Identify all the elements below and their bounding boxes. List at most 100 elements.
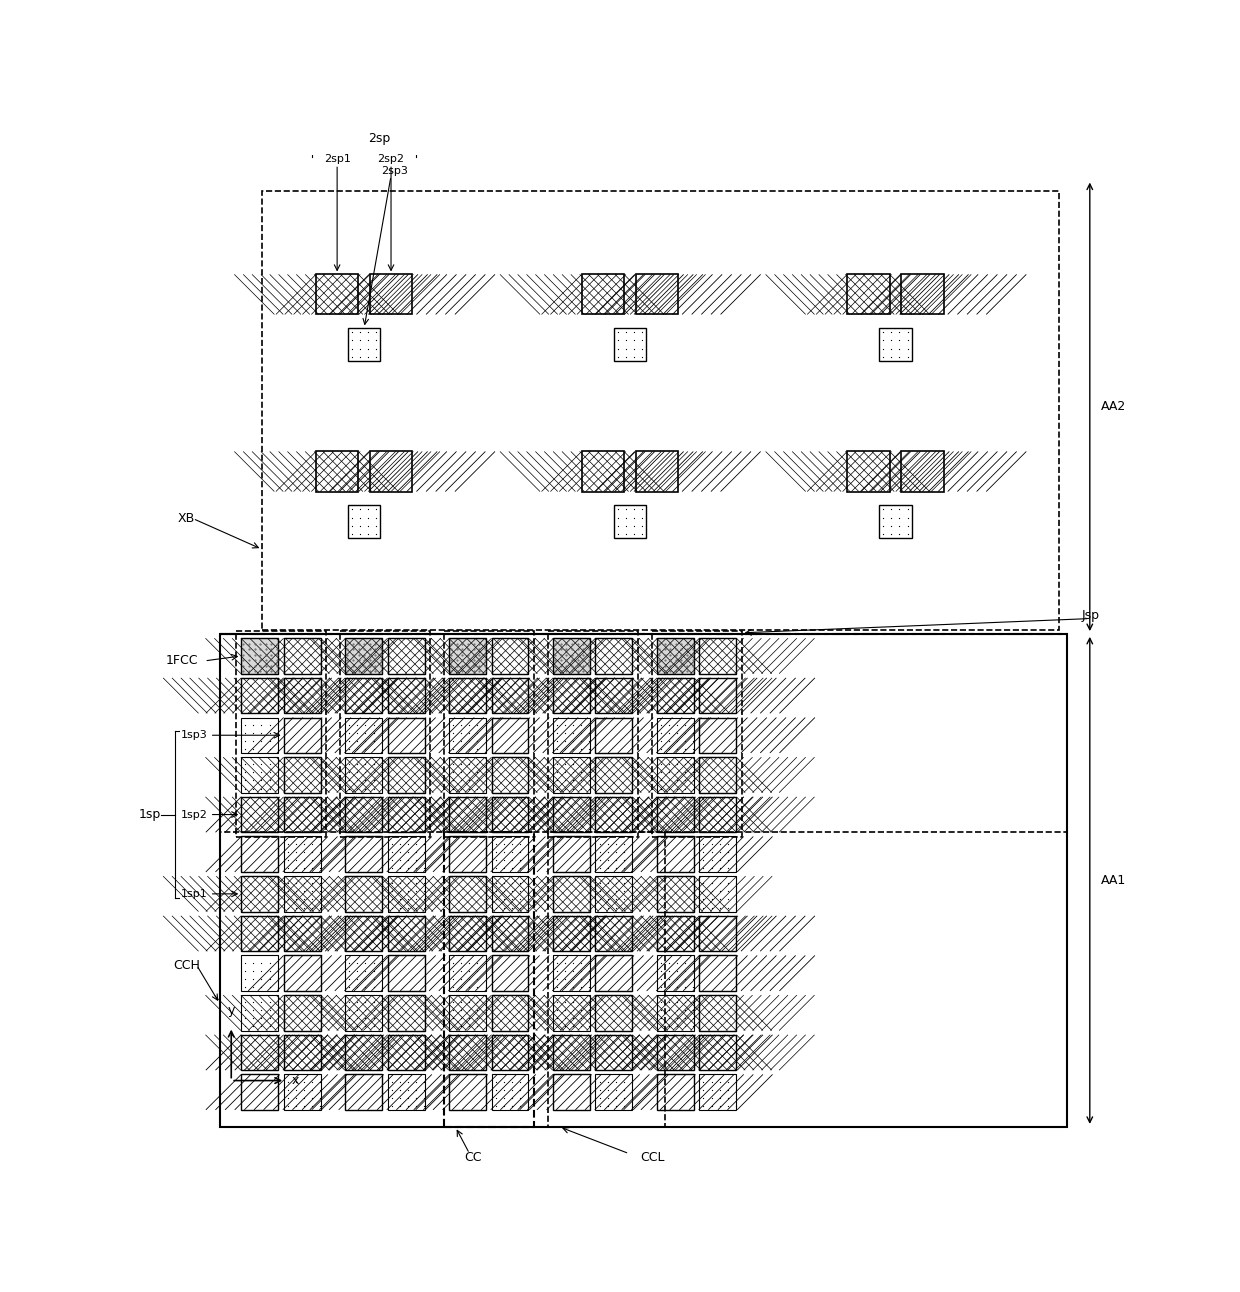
Bar [388, 717, 424, 753]
Bar [388, 876, 424, 912]
Bar [236, 632, 326, 837]
Bar [657, 836, 694, 872]
Bar [553, 638, 590, 673]
Text: AA2: AA2 [1101, 401, 1127, 413]
Bar [657, 956, 694, 991]
Bar [595, 916, 632, 951]
Bar [388, 797, 424, 832]
Bar [370, 451, 412, 491]
Bar [553, 678, 590, 713]
Bar [219, 832, 1066, 1127]
Bar [595, 638, 632, 673]
Text: 1sp1: 1sp1 [181, 889, 208, 899]
Bar [284, 678, 321, 713]
Bar [449, 1075, 486, 1110]
Bar [388, 757, 424, 792]
Bar [553, 836, 590, 872]
Bar [553, 757, 590, 792]
Bar [595, 757, 632, 792]
Bar [449, 1035, 486, 1070]
Bar [847, 274, 889, 314]
Bar [595, 956, 632, 991]
Bar [699, 638, 737, 673]
Bar [284, 717, 321, 753]
Bar [635, 451, 678, 491]
Bar [491, 797, 528, 832]
Bar [491, 678, 528, 713]
Bar [284, 1035, 321, 1070]
Bar [340, 632, 430, 837]
Bar [242, 836, 278, 872]
Bar [242, 1075, 278, 1110]
Bar [901, 274, 944, 314]
Bar [316, 274, 358, 314]
Bar [595, 638, 632, 673]
Bar [345, 1035, 382, 1070]
Bar [582, 451, 624, 491]
Bar [242, 797, 278, 832]
Bar [449, 678, 486, 713]
Bar [388, 956, 424, 991]
Bar [284, 638, 321, 673]
Bar [491, 836, 528, 872]
Bar [388, 678, 424, 713]
Bar [657, 916, 694, 951]
Text: 2sp1: 2sp1 [324, 154, 351, 164]
Bar [370, 274, 412, 314]
Bar [699, 876, 737, 912]
Bar [444, 632, 534, 837]
Bar [345, 995, 382, 1031]
Bar [582, 451, 624, 491]
Bar [388, 995, 424, 1031]
Bar [699, 797, 737, 832]
Bar [699, 717, 737, 753]
Bar [595, 995, 632, 1031]
Bar [242, 876, 278, 912]
Text: 1sp: 1sp [139, 808, 161, 820]
Bar [657, 1075, 694, 1110]
Bar [595, 956, 632, 991]
Bar [657, 1075, 694, 1110]
Bar [699, 678, 737, 713]
Bar [595, 678, 632, 713]
Bar [449, 836, 486, 872]
Bar [657, 797, 694, 832]
Text: 1sp3: 1sp3 [181, 730, 208, 740]
Bar [901, 274, 944, 314]
Bar [553, 836, 590, 872]
Bar [491, 757, 528, 792]
Text: 1sp2: 1sp2 [181, 810, 208, 819]
Bar [657, 717, 694, 753]
Bar [284, 797, 321, 832]
Bar [553, 678, 590, 713]
Bar [595, 717, 632, 753]
Bar [388, 797, 424, 832]
Bar [284, 757, 321, 792]
Text: y: y [228, 1004, 234, 1017]
Bar [595, 876, 632, 912]
Bar [449, 956, 486, 991]
Bar [449, 638, 486, 673]
Bar [657, 876, 694, 912]
Bar [491, 1035, 528, 1070]
Bar [370, 274, 412, 314]
Bar [553, 797, 590, 832]
Bar [847, 274, 889, 314]
Bar [345, 797, 382, 832]
Bar [345, 638, 382, 673]
Bar [491, 638, 528, 673]
Bar [449, 757, 486, 792]
Bar [657, 678, 694, 713]
Bar [284, 717, 321, 753]
Bar [553, 1075, 590, 1110]
Bar [548, 632, 637, 837]
Bar [553, 876, 590, 912]
Bar [449, 797, 486, 832]
Bar [284, 836, 321, 872]
Bar [284, 797, 321, 832]
Bar [847, 451, 889, 491]
Bar [284, 956, 321, 991]
Bar [242, 1075, 278, 1110]
Bar [595, 678, 632, 713]
Bar [348, 328, 381, 360]
